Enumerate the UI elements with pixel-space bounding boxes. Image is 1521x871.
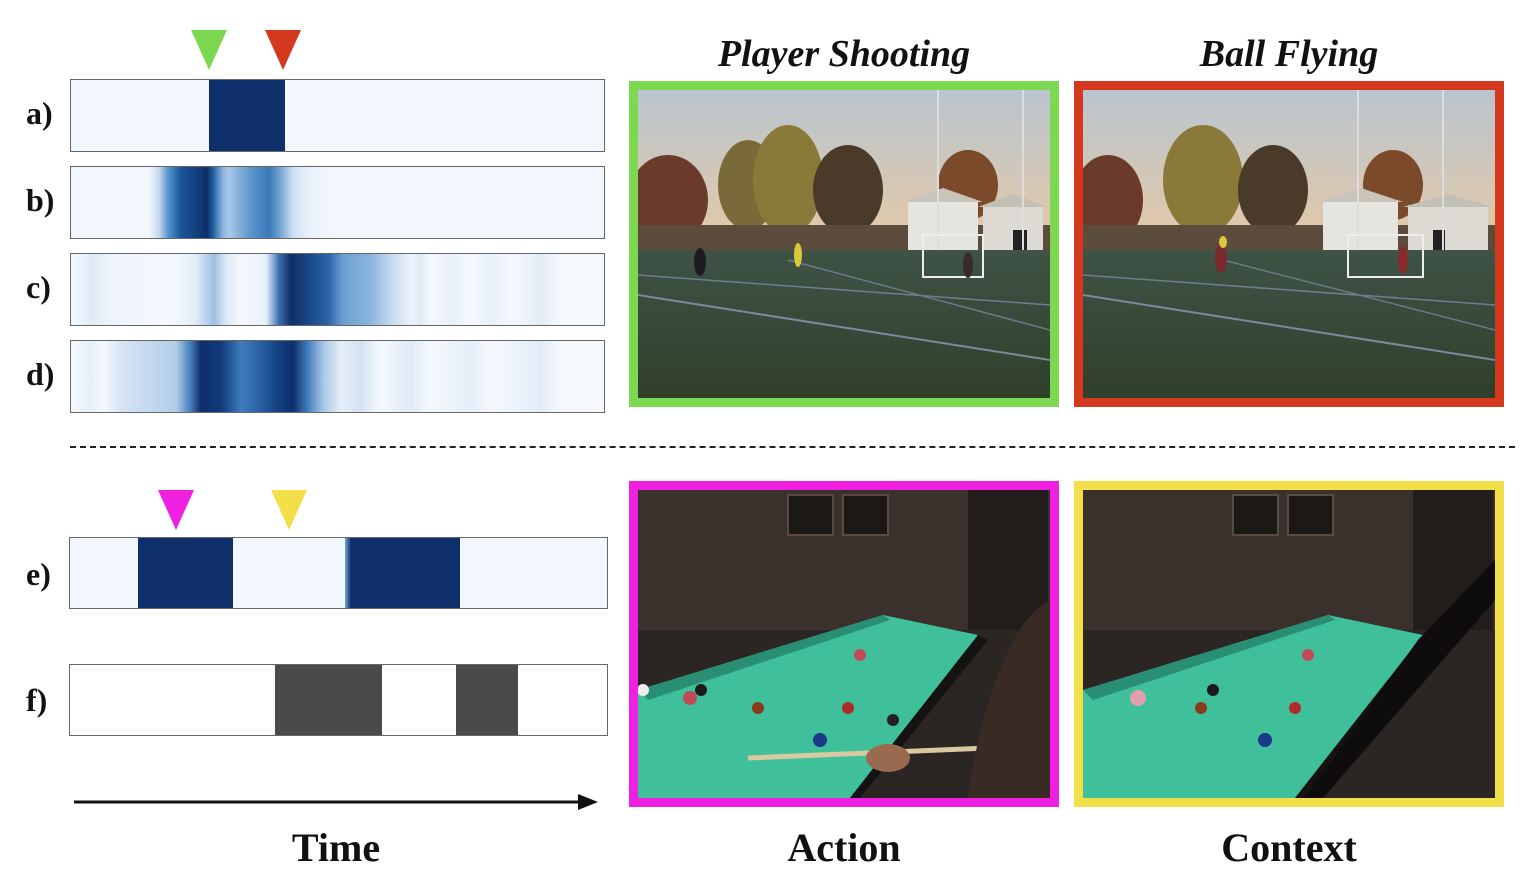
section-divider [70,446,1515,448]
timeline-strip-e [69,537,608,609]
action-segment-1 [138,538,233,608]
frame-title-ball-flying: Ball Flying [1199,33,1379,75]
soccer-field-scene-image [638,90,1050,398]
soccer-field-scene-image-2 [1083,90,1495,398]
pool-table-scene-image-2 [1083,490,1495,798]
row-label-b: b) [26,182,55,218]
red-marker-triangle [265,30,301,70]
ball-flying-frame [1074,81,1504,407]
context-segment-1 [275,665,382,735]
action-frame [629,481,1059,807]
row-label-a: a) [26,95,53,131]
timeline-strip-b [70,166,605,239]
time-arrow [74,794,598,810]
green-marker-triangle [191,30,227,70]
player-shooting-frame [629,81,1059,407]
timeline-strip-a [70,79,605,152]
row-label-f: f) [26,682,48,718]
pool-table-scene-image [638,490,1050,798]
action-segment-2 [345,538,460,608]
context-frame [1074,481,1504,807]
row-label-c: c) [26,269,51,305]
timeline-strip-d [70,340,605,413]
yellow-marker-triangle [271,490,307,530]
action-segment [209,80,285,151]
frame-title-player-shooting: Player Shooting [717,33,971,75]
row-label-e: e) [26,556,51,592]
context-caption: Context [1221,825,1357,870]
magenta-marker-triangle [158,490,194,530]
time-axis-label: Time [291,825,381,870]
row-label-d: d) [26,356,55,392]
timeline-strip-c [70,253,605,326]
context-segment-2 [456,665,518,735]
timeline-strip-f [69,664,608,736]
action-caption: Action [787,825,901,870]
